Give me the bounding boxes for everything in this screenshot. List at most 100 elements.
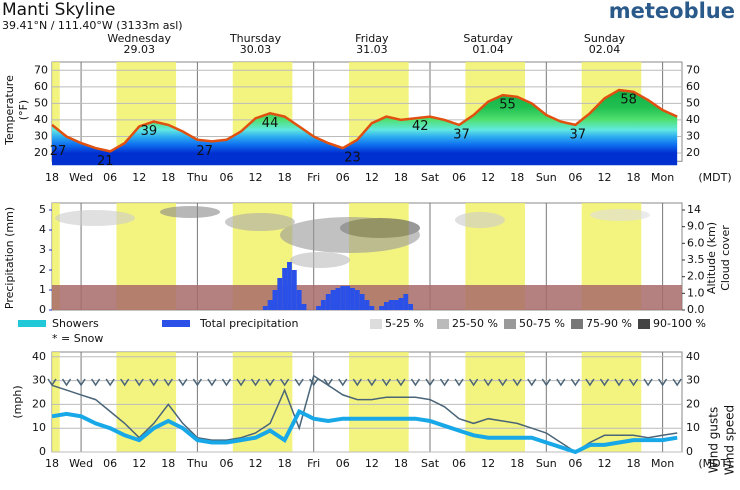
x-tick-label: 18: [627, 171, 641, 184]
wind-arrow: [76, 378, 86, 387]
temp-label: 27: [196, 144, 213, 159]
x-tick-label: Thu: [186, 171, 208, 184]
day-name: Sunday: [584, 32, 626, 45]
x-tick-label: 06: [103, 457, 117, 470]
wind-arrow: [410, 378, 421, 387]
temp-label: 21: [97, 154, 114, 169]
snow-note: * = Snow: [52, 332, 103, 345]
cloud-label: 90-100 %: [653, 317, 706, 330]
y2-tick-label: 10: [686, 421, 700, 434]
x-tick-label: 06: [452, 171, 466, 184]
temperature-area: [52, 90, 678, 166]
y2-tick-label: 30: [686, 129, 700, 142]
wind-arrow: [265, 378, 275, 387]
series-label: Wind gusts: [707, 407, 721, 473]
wind-arrow: [527, 378, 537, 387]
clouds: [55, 206, 650, 268]
daylight: [52, 352, 60, 452]
y2-tick-label: 1.0: [687, 286, 705, 299]
precip-bar: [287, 262, 292, 310]
wind-arrow: [628, 378, 639, 387]
precip-bar: [383, 302, 389, 310]
x-tick-label: 18: [394, 457, 408, 470]
x-tick-label: 06: [219, 457, 233, 470]
x-tick-label: Mon: [651, 457, 674, 470]
temp-label: 37: [570, 127, 587, 142]
y2-tick-label: 0: [686, 445, 693, 458]
x-tick-label: 18: [161, 171, 175, 184]
daylight: [52, 203, 60, 310]
legend-swatch: [18, 320, 46, 327]
wind-arrow: [221, 378, 232, 387]
cloud-swatch: [571, 319, 583, 329]
wind-arrow: [657, 378, 668, 387]
y2-tick-label: 60: [686, 80, 700, 93]
precip-bar: [330, 290, 336, 310]
y-tick-label: 1: [39, 283, 46, 296]
cloud-swatch: [437, 319, 449, 329]
cloud-label: 5-25 %: [385, 317, 424, 330]
y-tick-label: 5: [39, 203, 46, 216]
y2-tick-label: 70: [686, 63, 700, 76]
precip-bar: [340, 286, 346, 310]
x-tick-label: 12: [249, 171, 263, 184]
x-tick-label: 06: [336, 171, 350, 184]
y2-tick-label: 0.0: [687, 303, 705, 316]
wind-arrow: [61, 378, 72, 387]
precip-bar: [282, 268, 288, 310]
x-tick-label: 18: [627, 457, 641, 470]
wind-arrow: [454, 378, 464, 387]
marks: Wednesday29.03Thursday30.03Friday31.03Sa…: [3, 32, 737, 475]
wind-arrow: [338, 378, 348, 387]
precip-bar: [335, 288, 341, 310]
y-label: Temperature: [3, 75, 16, 146]
wind-arrow: [512, 378, 522, 387]
cloud-label: 75-90 %: [586, 317, 632, 330]
y2-label: Altitude (km): [705, 222, 718, 294]
cloud-label: 25-50 %: [452, 317, 498, 330]
y-tick-label: 20: [34, 146, 48, 159]
x-tick-label: 12: [481, 171, 495, 184]
day-name: Wednesday: [107, 32, 171, 45]
wind-line: [51, 408, 678, 455]
wind-arrow: [643, 378, 653, 387]
y2-tick-label: 14: [687, 203, 701, 216]
day-name: Saturday: [463, 32, 513, 45]
timezone: (MDT): [698, 171, 731, 184]
wind-arrow: [250, 378, 261, 387]
precip-bar: [320, 300, 326, 310]
precip-bar: [369, 306, 375, 310]
precip-bar: [267, 300, 273, 310]
x-tick-label: 18: [278, 171, 292, 184]
precip-bar: [393, 300, 399, 310]
x-tick-label: 18: [510, 171, 524, 184]
precip-bar: [388, 300, 394, 310]
wind-arrow: [381, 378, 392, 387]
wind-arrow: [178, 378, 188, 387]
brand: meteoblue: [609, 0, 735, 23]
y2-tick-label: 20: [686, 146, 700, 159]
precip-bar: [364, 300, 370, 310]
wind-arrow: [90, 378, 101, 387]
wind-arrow: [599, 378, 610, 387]
legend-swatch: [162, 320, 190, 327]
x-tick-label: 12: [597, 457, 611, 470]
y-tick-label: 10: [32, 421, 46, 434]
wind-arrow: [439, 378, 450, 387]
precip-bar: [379, 306, 384, 310]
wind-arrow: [367, 378, 377, 387]
day-date: 02.04: [589, 43, 621, 56]
x-tick-label: 06: [219, 171, 233, 184]
cloud-label: 50-75 %: [519, 317, 565, 330]
series-label: Wind speed: [723, 405, 737, 475]
y-tick-label: 0: [39, 445, 46, 458]
wind-arrow: [396, 378, 406, 387]
wind-arrow: [498, 378, 508, 387]
day-date: 01.04: [472, 43, 504, 56]
wind-arrow: [279, 378, 290, 387]
temp-label: 42: [412, 119, 429, 134]
precip-bar: [354, 290, 360, 310]
legend-label: Showers: [52, 317, 99, 330]
precip-bar: [345, 286, 351, 310]
